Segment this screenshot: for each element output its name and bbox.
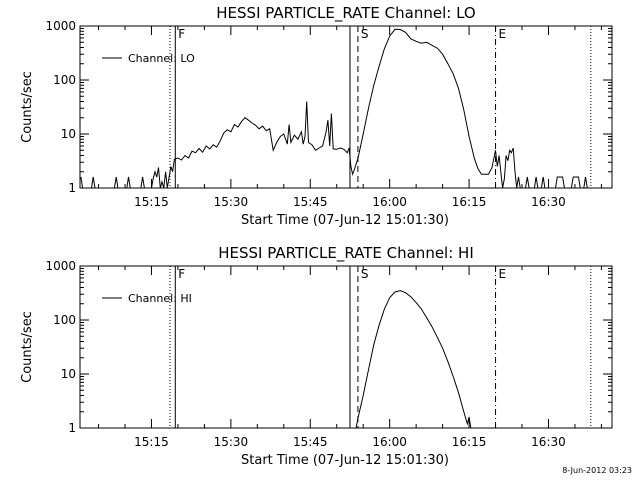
x-tick-label: 16:15 [452, 435, 487, 449]
marker-label: E [499, 27, 507, 41]
marker-label: F [178, 27, 185, 41]
x-tick-label: 15:45 [293, 195, 328, 209]
x-axis-label: Start Time (07-Jun-12 15:01:30) [241, 453, 449, 468]
legend-label: Channel: LO [128, 52, 195, 65]
x-tick-label: 15:45 [293, 435, 328, 449]
plot-title: HESSI PARTICLE_RATE Channel: LO [216, 4, 475, 23]
plot-frame [79, 265, 613, 429]
y-tick-label: 10 [61, 127, 76, 141]
x-tick-label: 16:15 [452, 195, 487, 209]
x-tick-label: 15:15 [134, 195, 169, 209]
series-line [80, 28, 588, 189]
y-tick-label: 1000 [45, 259, 76, 273]
y-tick-label: 10 [61, 367, 76, 381]
marker-label: S [361, 267, 369, 281]
plot-lo: HESSI PARTICLE_RATE Channel: LO Counts/s… [20, 4, 613, 228]
x-tick-label: 16:30 [531, 435, 566, 449]
y-tick-label: 1 [68, 421, 76, 435]
y-tick-label: 100 [53, 313, 76, 327]
marker-label: S [361, 27, 369, 41]
y-tick-label: 1 [68, 181, 76, 195]
x-tick-label: 15:15 [134, 435, 169, 449]
footer-timestamp: 8-Jun-2012 03:23 [562, 466, 632, 475]
y-tick-label: 100 [53, 73, 76, 87]
marker-label: E [499, 267, 507, 281]
x-tick-label: 16:30 [531, 195, 566, 209]
x-tick-label: 15:30 [214, 435, 249, 449]
x-tick-label: 16:00 [372, 435, 407, 449]
x-axis-label: Start Time (07-Jun-12 15:01:30) [241, 213, 449, 228]
y-tick-label: 1000 [45, 19, 76, 33]
legend-label: Channel: HI [128, 292, 192, 305]
x-tick-label: 16:00 [372, 195, 407, 209]
marker-label: F [178, 267, 185, 281]
y-axis-label: Counts/sec [20, 311, 35, 383]
plot-frame [79, 25, 613, 189]
x-tick-label: 15:30 [214, 195, 249, 209]
series-line [355, 290, 472, 429]
plot-hi: HESSI PARTICLE_RATE Channel: HI Counts/s… [20, 244, 613, 468]
plot-title: HESSI PARTICLE_RATE Channel: HI [218, 244, 474, 263]
y-axis-label: Counts/sec [20, 71, 35, 143]
